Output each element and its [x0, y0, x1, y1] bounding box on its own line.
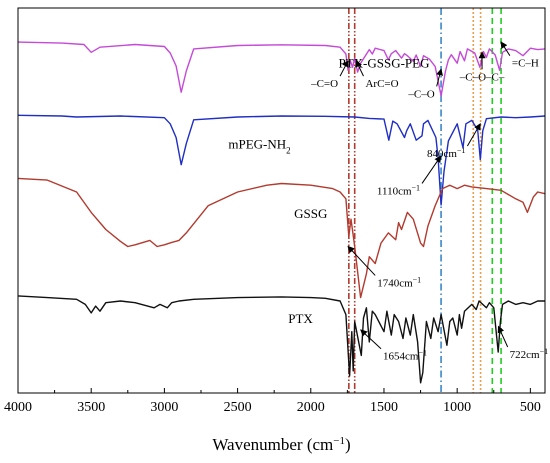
series-label-ptx-gssg-peg: PTX-GSSG-PEG	[338, 56, 429, 71]
annotation-arrow-7	[436, 68, 443, 87]
annotation-label-3: 840cm−1	[427, 145, 465, 160]
annotation-label-8: –C–O–C–	[459, 71, 505, 83]
annotation-arrow-9	[500, 41, 511, 56]
series-line-gssg	[17, 177, 546, 299]
plot-frame	[17, 7, 546, 394]
annotation-label-4: 722cm−1	[510, 347, 548, 362]
x-tick-label-1500: 1500	[370, 400, 398, 415]
x-axis-label-main: Wavenumber (cm	[212, 435, 333, 454]
annotation-arrow-6	[355, 59, 364, 77]
x-tick-label-4000: 4000	[4, 400, 32, 415]
x-tick-label-3000: 3000	[150, 400, 178, 415]
x-axis-ticks: 4000 3500 3000 2500 2000 1500 1000 500	[4, 388, 541, 415]
series-label-text: mPEG-NH	[228, 136, 286, 151]
annotation-label-7: –C–O	[407, 88, 434, 100]
series-label-ptx: PTX	[288, 311, 313, 326]
series-label-gssg: GSSG	[294, 206, 327, 221]
series-layer: PTX-GSSG-PEG mPEG-NH2 GSSG PTX	[17, 41, 546, 384]
series-label-text: PTX-GSSG-PEG	[338, 56, 429, 71]
annotation-arrow-3	[466, 122, 481, 147]
annotation-arrow-5	[339, 59, 349, 77]
annotation-arrow-0	[347, 245, 376, 276]
x-tick-label-2500: 2500	[224, 400, 252, 415]
annotation-arrow-4	[497, 325, 509, 348]
annotation-arrow-2	[421, 155, 442, 184]
annotation-label-1: 1654cm−1	[383, 348, 427, 363]
x-tick-label-1000: 1000	[443, 400, 471, 415]
annotation-label-9: =C–H	[512, 58, 539, 70]
series-line-ptx	[17, 295, 545, 384]
x-axis-label: Wavenumber (cm−1)	[212, 435, 350, 454]
x-axis-label-sup: −1	[333, 435, 345, 447]
annotation-label-0: 1740cm−1	[377, 275, 421, 290]
series-label-mpeg-nh: mPEG-NH2	[228, 136, 290, 155]
x-tick-label-500: 500	[520, 400, 541, 415]
annotation-label-2: 1110cm−1	[377, 183, 420, 198]
series-label-sub: 2	[286, 145, 291, 155]
x-axis-label-suffix: )	[345, 435, 351, 454]
annotation-label-6: ArC=O	[365, 78, 398, 90]
series-label-text: PTX	[288, 311, 313, 326]
x-tick-label-3500: 3500	[77, 400, 105, 415]
series-label-text: GSSG	[294, 206, 327, 221]
annotation-layer: 1740cm−1 1654cm−1 1110cm−1 840cm−1 722cm−1 –C…	[310, 41, 548, 363]
annotation-label-5: –C=O	[310, 78, 338, 90]
x-tick-label-2000: 2000	[297, 400, 325, 415]
series-line-ptx-gssg-peg	[17, 41, 546, 97]
annotation-arrow-1	[360, 329, 382, 350]
